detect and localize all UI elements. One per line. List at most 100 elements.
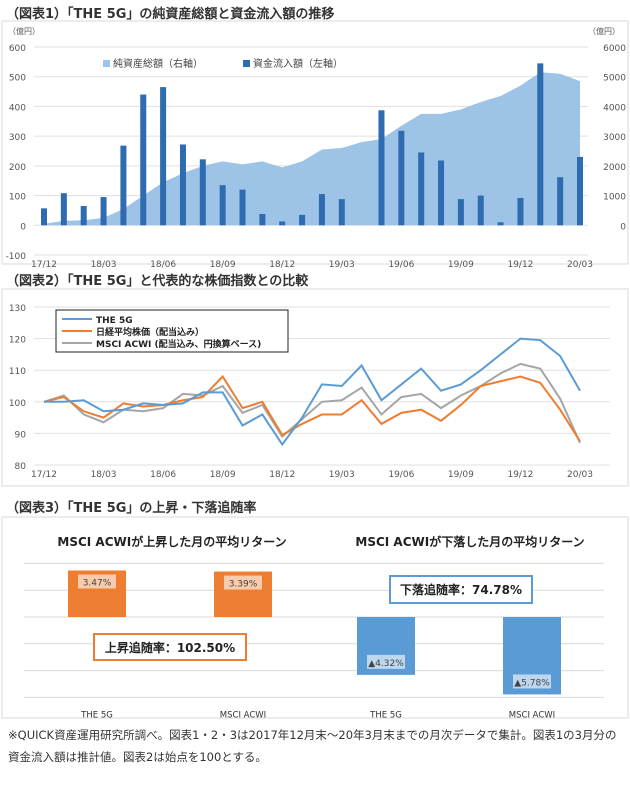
x-category: THE 5G bbox=[80, 710, 113, 720]
x-tick: 19/03 bbox=[329, 260, 355, 268]
bar-inflow bbox=[100, 197, 107, 226]
y-tick: 90 bbox=[15, 430, 27, 440]
y-left-unit: （億円） bbox=[8, 26, 40, 36]
bar-inflow bbox=[41, 208, 47, 226]
x-tick: 20/03 bbox=[567, 470, 593, 480]
callout-text: 下落追随率：74.78% bbox=[400, 582, 522, 597]
chart1-title: （図表1）「THE 5G」の純資産総額と資金流入額の推移 bbox=[6, 7, 335, 22]
y-left-tick: 400 bbox=[9, 103, 26, 113]
y-left-tick: 200 bbox=[9, 163, 26, 173]
bar-inflow bbox=[199, 159, 206, 226]
data-label: ▲4.32% bbox=[368, 659, 404, 669]
legend-swatch bbox=[243, 60, 250, 67]
legend-label: MSCI ACWI (配当込み、円換算ベース) bbox=[96, 338, 261, 350]
bar-inflow bbox=[497, 222, 504, 226]
x-tick: 19/12 bbox=[507, 260, 533, 268]
x-tick: 18/09 bbox=[210, 470, 236, 480]
bar-inflow bbox=[477, 195, 484, 226]
x-category: THE 5G bbox=[369, 710, 402, 720]
chart1: -100 0 100 200 300 400 500 6000 1000 2000 3000 4000… bbox=[1, 20, 629, 268]
legend-label: 日経平均株価（配当込み） bbox=[96, 326, 204, 338]
x-tick: 18/03 bbox=[91, 470, 117, 480]
data-label-bg bbox=[224, 575, 262, 590]
y-tick: 120 bbox=[9, 336, 26, 346]
legend-label: 純資産総額（右軸） bbox=[113, 57, 203, 70]
x-tick: 19/09 bbox=[448, 260, 474, 268]
y-left-tick: 100 bbox=[9, 193, 26, 203]
callout-box bbox=[93, 633, 247, 661]
data-label-bg bbox=[367, 654, 405, 669]
bar-inflow bbox=[457, 199, 464, 226]
x-tick: 20/03 bbox=[567, 260, 593, 268]
chart2: 80 90 100 110 120 130 17/12 18/03 18/06 18/09 18/1… bbox=[1, 288, 629, 487]
data-label-bg bbox=[513, 674, 551, 689]
y-left-tick: 300 bbox=[9, 133, 26, 143]
bar-inflow bbox=[517, 197, 524, 226]
x-tick: 18/06 bbox=[150, 470, 176, 480]
x-tick: 18/06 bbox=[150, 260, 176, 268]
footnote: ※QUICK資産運用研究所調べ。図表1・2・3は2017年12月末～20年3月末… bbox=[8, 728, 617, 764]
x-tick: 19/12 bbox=[507, 470, 533, 480]
bar-inflow bbox=[219, 185, 226, 226]
y-tick: 110 bbox=[9, 367, 26, 377]
y-right-tick: 5000 bbox=[603, 74, 626, 84]
data-label: 3.39% bbox=[229, 580, 258, 590]
panel-subtitle: MSCI ACWIが上昇した月の平均リターン bbox=[57, 534, 286, 549]
x-tick: 18/12 bbox=[269, 470, 295, 480]
y-tick: 80 bbox=[15, 462, 27, 472]
bar-inflow bbox=[259, 213, 266, 226]
y-left-tick: 500 bbox=[9, 74, 26, 84]
x-tick: 17/12 bbox=[31, 260, 57, 268]
chart3-title: （図表3）「THE 5G」の上昇・下落追随率 bbox=[6, 501, 257, 516]
bar-inflow bbox=[418, 152, 425, 226]
bar-inflow bbox=[80, 205, 87, 226]
x-tick: 19/06 bbox=[388, 260, 414, 268]
y-right-tick: 1000 bbox=[603, 193, 626, 203]
bar-inflow bbox=[239, 189, 246, 226]
y-right-tick: 0 bbox=[620, 222, 626, 232]
bar-inflow bbox=[140, 94, 147, 226]
x-tick: 19/03 bbox=[329, 470, 355, 480]
bar-inflow bbox=[537, 63, 544, 226]
bar-inflow bbox=[120, 145, 127, 226]
x-tick: 19/06 bbox=[388, 470, 414, 480]
callout-text: 上昇追随率：102.50% bbox=[105, 640, 235, 655]
chart2-title: （図表2）「THE 5G」と代表的な株価指数との比較 bbox=[6, 274, 309, 289]
callout-box bbox=[389, 575, 533, 604]
legend-swatch bbox=[103, 60, 110, 67]
data-label: ▲5.78% bbox=[514, 678, 550, 688]
x-tick: 19/09 bbox=[448, 470, 474, 480]
y-left-tick: 0 bbox=[20, 222, 26, 232]
bar-inflow bbox=[318, 194, 325, 226]
x-tick: 18/03 bbox=[91, 260, 117, 268]
bar-inflow bbox=[398, 130, 405, 226]
y-tick: 100 bbox=[9, 399, 26, 409]
data-label-bg bbox=[78, 574, 116, 589]
legend-label: 資金流入額（左軸） bbox=[253, 57, 343, 70]
x-tick: 18/09 bbox=[210, 260, 236, 268]
area-net-assets bbox=[44, 72, 580, 226]
data-label: 3.47% bbox=[83, 579, 112, 589]
legend-box bbox=[55, 309, 289, 353]
series-line bbox=[44, 337, 581, 447]
chart3: MSCI ACWIが上昇した月の平均リターン 3.47% THE 5G 3.39% MS… bbox=[1, 516, 629, 720]
bar-inflow bbox=[60, 193, 67, 226]
panel-subtitle: MSCI ACWIが下落した月の平均リターン bbox=[355, 534, 584, 549]
bar-inflow bbox=[378, 110, 385, 226]
y-tick: 130 bbox=[9, 304, 26, 314]
x-category: MSCI ACWI bbox=[509, 710, 555, 720]
bar-inflow bbox=[577, 156, 583, 226]
y-right-tick: 4000 bbox=[603, 103, 626, 113]
y-left-tick: -100 bbox=[6, 252, 27, 262]
bar-inflow bbox=[557, 177, 564, 226]
bar-inflow bbox=[438, 160, 445, 226]
y-right-tick: 6000 bbox=[603, 44, 626, 54]
bar-inflow bbox=[279, 221, 286, 226]
x-category: MSCI ACWI bbox=[220, 710, 266, 720]
y-right-unit: （億円） bbox=[588, 26, 620, 36]
x-tick: 17/12 bbox=[31, 470, 57, 480]
y-right-tick: 2000 bbox=[603, 163, 626, 173]
x-tick: 18/12 bbox=[269, 260, 295, 268]
y-right-tick: 3000 bbox=[603, 133, 626, 143]
series-line bbox=[43, 362, 581, 444]
